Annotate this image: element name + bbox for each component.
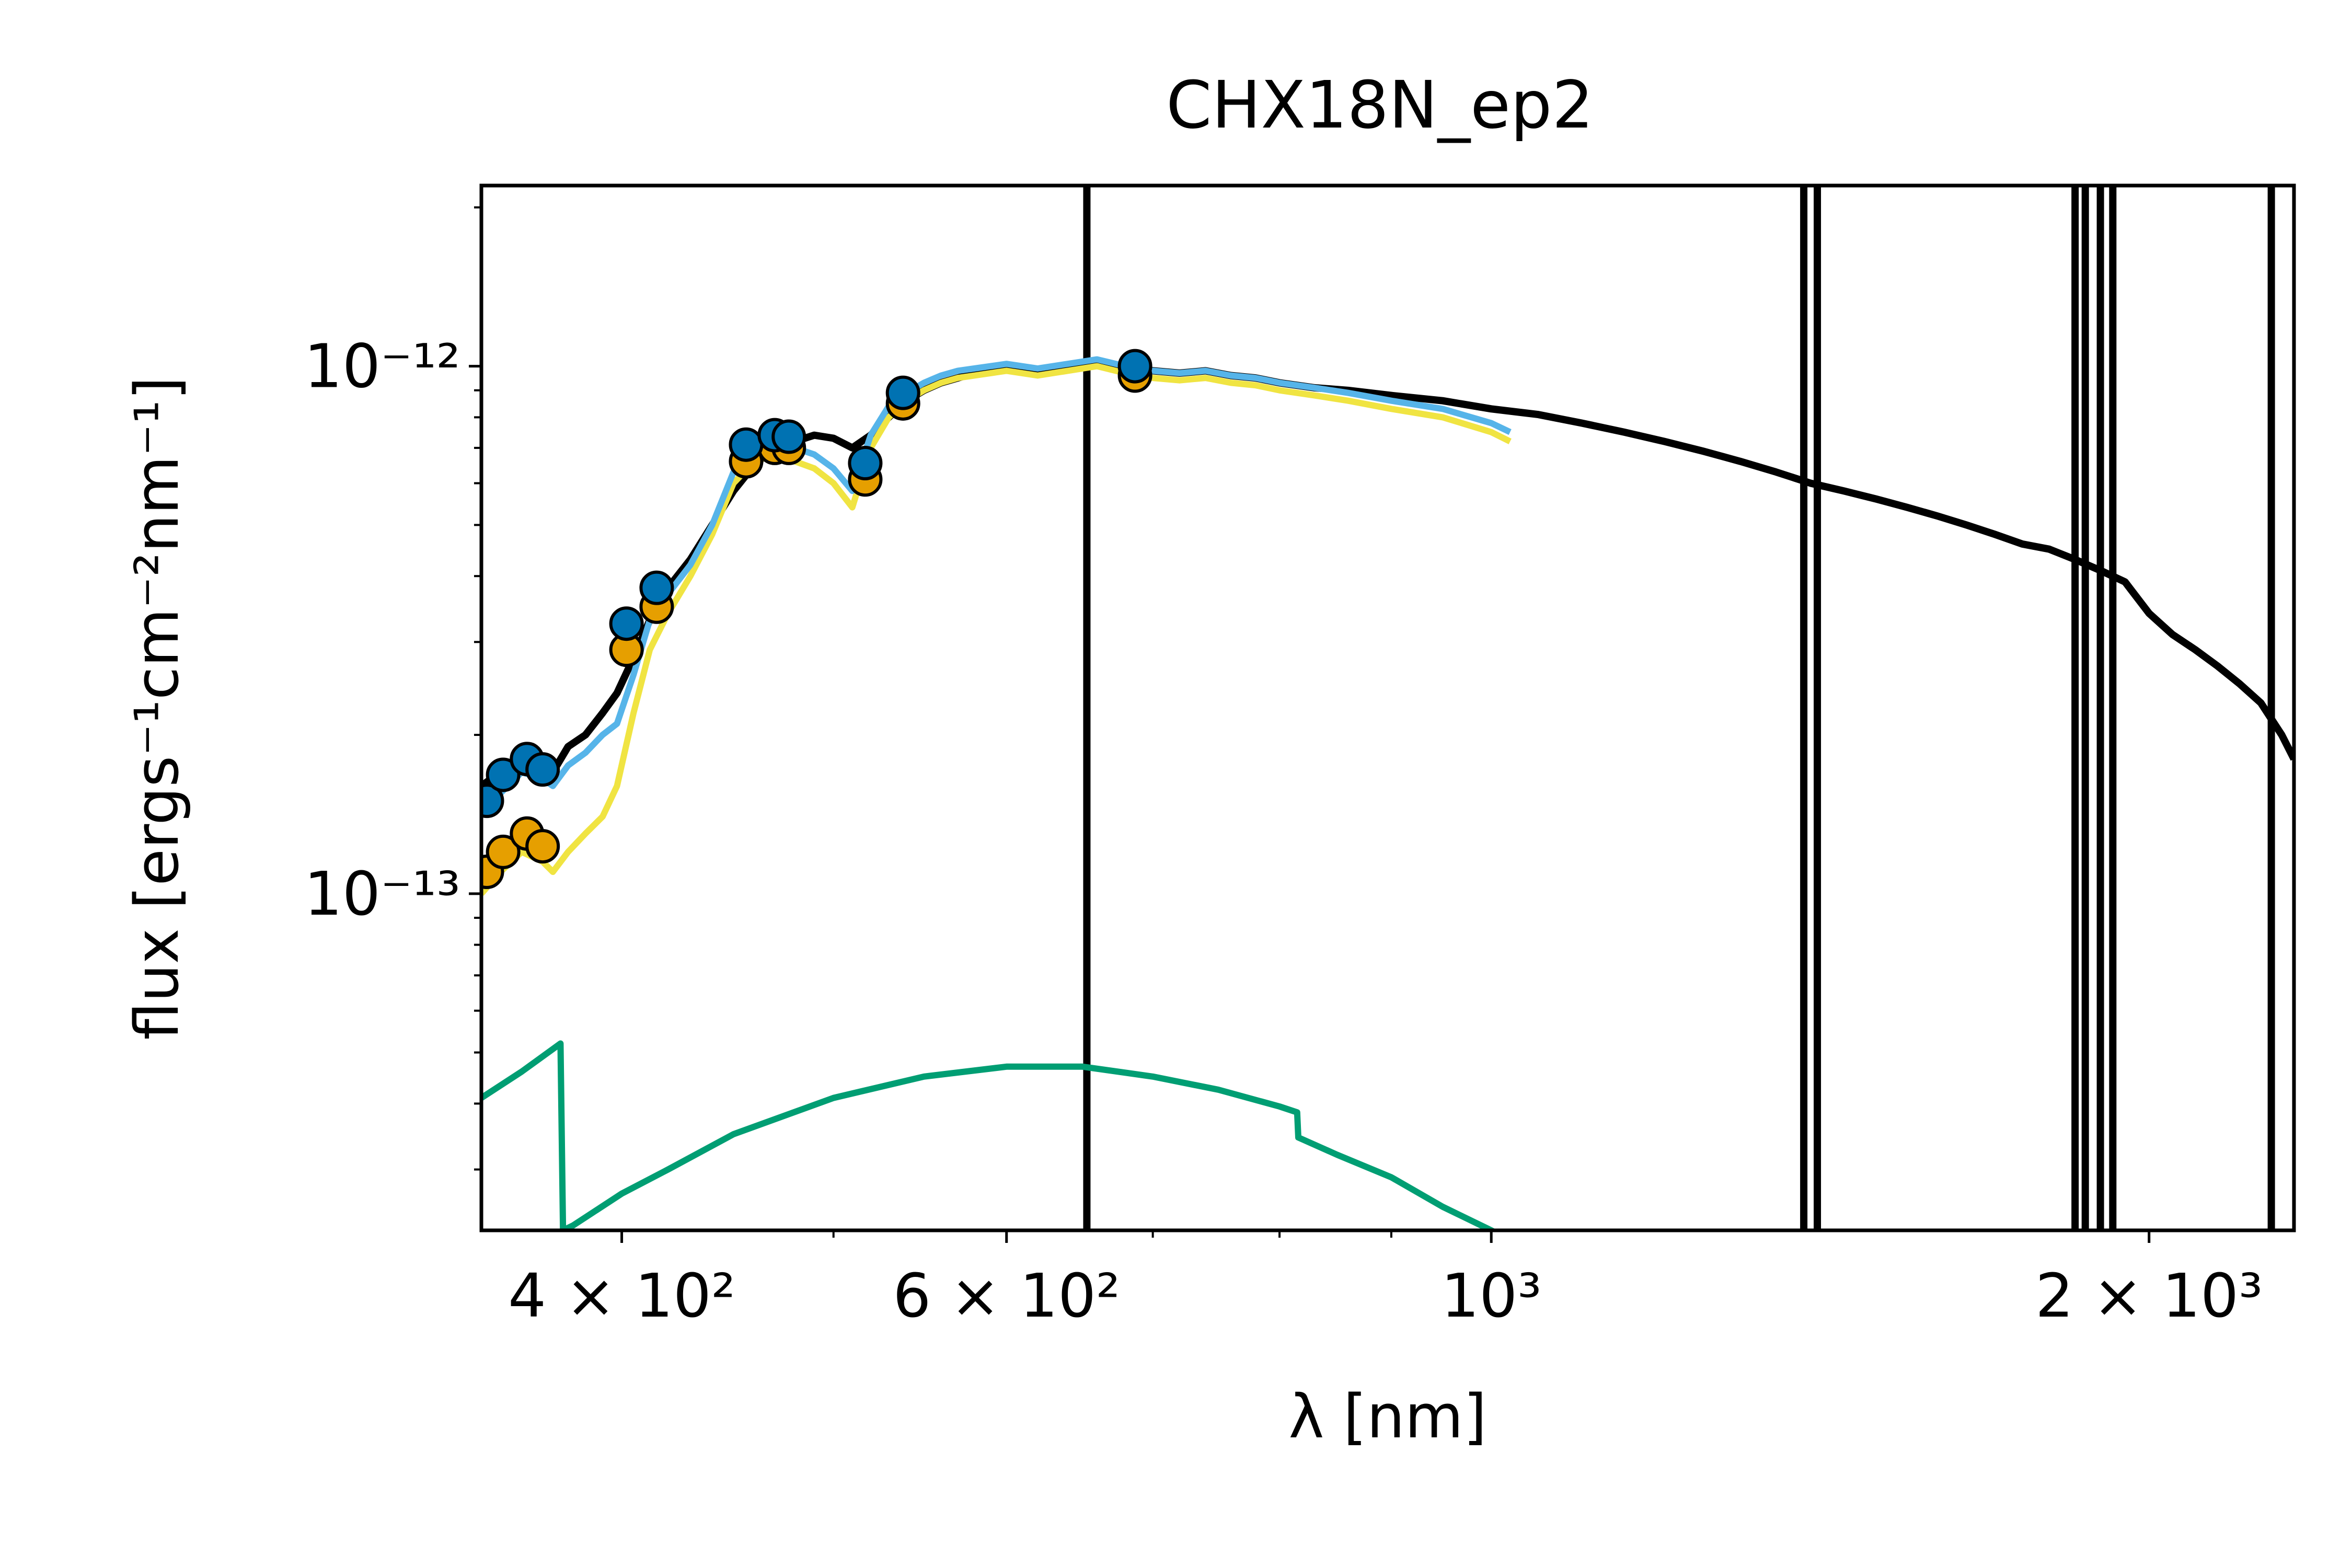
- data-point-5-0: [481, 783, 504, 818]
- chart-title: CHX18N_ep2: [1166, 67, 1594, 143]
- series-layer: [481, 186, 2294, 1230]
- x-tick-label-3: 2 × 10³: [2035, 1261, 2263, 1331]
- y-tick-label-1: 10⁻¹²: [304, 332, 460, 402]
- data-point-5-5: [639, 570, 674, 605]
- data-point-5-8: [771, 419, 806, 454]
- y-axis-label: flux [ergs⁻¹cm⁻²nm⁻¹]: [122, 376, 192, 1040]
- points-layer: [481, 349, 1152, 890]
- series-line-3: [481, 1040, 1498, 1230]
- x-ticks: 4 × 10² 6 × 10² 10³ 2 × 10³: [508, 1230, 2263, 1331]
- data-point-5-10: [885, 375, 920, 410]
- y-ticks: 10⁻¹³ 10⁻¹²: [304, 206, 481, 1171]
- data-point-5-4: [609, 606, 644, 641]
- data-point-5-11: [1117, 349, 1152, 384]
- data-point-5-6: [729, 427, 764, 462]
- x-tick-label-1: 6 × 10²: [893, 1261, 1120, 1331]
- y-tick-label-0: 10⁻¹³: [304, 859, 460, 929]
- data-point-4-3: [525, 829, 560, 864]
- data-point-4-1: [486, 834, 521, 869]
- data-point-5-1: [486, 757, 521, 792]
- x-tick-label-2: 10³: [1441, 1261, 1541, 1331]
- x-tick-label-0: 4 × 10²: [508, 1261, 735, 1331]
- data-point-5-3: [525, 752, 560, 787]
- plot-frame: [479, 183, 2296, 1232]
- x-axis-label: λ [nm]: [1288, 1382, 1486, 1452]
- data-point-5-9: [848, 446, 883, 481]
